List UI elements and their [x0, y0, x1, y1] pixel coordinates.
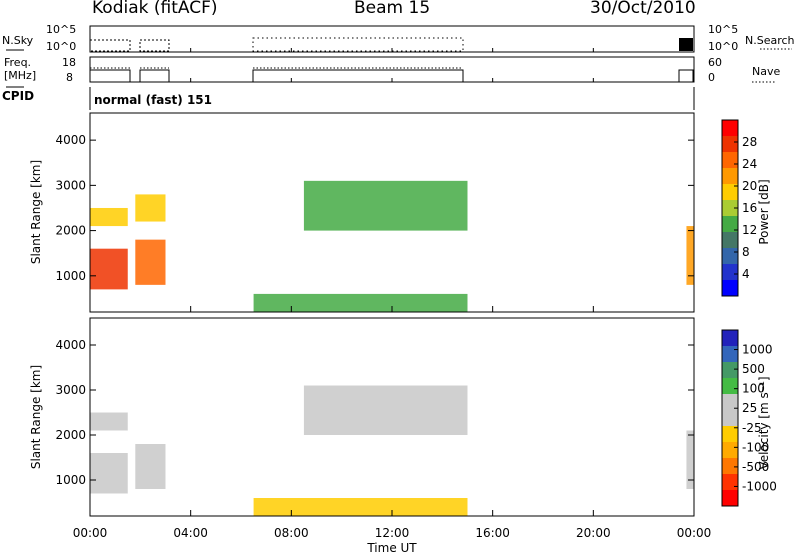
power-colorbar-swatch-10 — [722, 280, 738, 297]
velocity-colorbar-swatch-7 — [722, 442, 738, 459]
velocity-region-2 — [135, 444, 166, 489]
time-tick-label-1: 04:00 — [173, 526, 208, 540]
power-region-0 — [90, 248, 128, 290]
nsky-data — [89, 37, 693, 52]
power-colorbar-swatch-3 — [722, 168, 738, 185]
velocity-region-1 — [90, 412, 128, 431]
power-colorbar-swatch-8 — [722, 248, 738, 265]
velocity-colorbar-swatch-4 — [722, 394, 738, 411]
power-region-4 — [253, 293, 468, 312]
velocity-ylabel: Slant Range [km] — [29, 365, 43, 469]
velocity-colorbar-label-2: 100 — [742, 382, 765, 396]
nsky-tick-top: 10^5 — [46, 23, 76, 36]
velocity-ytick-label-2: 3000 — [55, 383, 86, 397]
power-ytick-label-3: 4000 — [55, 133, 86, 147]
nsearch-tick-top: 10^5 — [708, 23, 738, 36]
time-axis: 00:00 04:00 08:00 12:00 16:00 20:00 00:00 — [73, 48, 712, 540]
velocity-ytick-label-0: 1000 — [55, 473, 86, 487]
time-tick-label-3: 12:00 — [375, 526, 410, 540]
velocity-region-0 — [90, 453, 128, 494]
power-colorbar-swatch-5 — [722, 200, 738, 217]
velocity-colorbar-frame — [721, 329, 739, 507]
velocity-colorbar-label-0: 1000 — [742, 343, 773, 357]
velocity-region-3 — [253, 498, 468, 516]
power-colorbar-swatch-4 — [722, 184, 738, 201]
velocity-colorbar-label-5: -100 — [742, 440, 769, 454]
velocity-colorbar-label-1: 500 — [742, 362, 765, 376]
velocity-colorbar-swatch-1 — [722, 346, 738, 363]
velocity-colorbar-label: Velocity [m s⁻¹] — [757, 376, 771, 469]
nsky-tick-bottom: 10^0 — [46, 40, 76, 53]
velocity-colorbar-swatch-0 — [722, 330, 738, 347]
power-colorbar-label-4: 12 — [742, 223, 757, 237]
station-title: Kodiak (fitACF) — [92, 0, 218, 18]
nsky-panel: N.Sky 10^5 10^0 10^5 10^0 N.Search — [2, 23, 795, 53]
time-tick-label-2: 08:00 — [274, 526, 309, 540]
time-tick-label-6: 00:00 — [677, 526, 712, 540]
velocity-colorbar-label-4: -25 — [742, 421, 762, 435]
power-region-1 — [90, 207, 128, 227]
power-colorbar-swatch-0 — [722, 120, 738, 137]
time-tick-label-5: 20:00 — [576, 526, 611, 540]
date-title: 30/Oct/2010 — [590, 0, 696, 18]
freq-label: Freq. — [4, 56, 31, 69]
nsearch-label: N.Search — [745, 34, 795, 47]
freq-tick-bottom: 8 — [66, 71, 73, 84]
time-tick-label-4: 16:00 — [475, 526, 510, 540]
power-ytick-label-2: 3000 — [55, 178, 86, 192]
velocity-colorbar-label-3: 25 — [742, 401, 757, 415]
power-colorbar-swatch-1 — [722, 136, 738, 153]
velocity-colorbar-label-6: -500 — [742, 460, 769, 474]
cpid-text: normal (fast) 151 — [94, 93, 212, 107]
velocity-colorbar-swatch-10 — [722, 490, 738, 507]
power-panel: 1000 2000 3000 4000 Slant Range [km] — [29, 112, 695, 313]
freq-data — [89, 67, 694, 82]
power-colorbar-label-3: 16 — [742, 201, 757, 215]
power-ytick-label-1: 2000 — [55, 224, 86, 238]
velocity-region-5 — [686, 430, 694, 489]
velocity-colorbar-swatch-9 — [722, 474, 738, 491]
velocity-ytick-label-1: 2000 — [55, 428, 86, 442]
power-region-3 — [135, 194, 166, 222]
power-ytick-label-0: 1000 — [55, 269, 86, 283]
cpid-label: CPID — [2, 89, 34, 103]
power-colorbar-swatch-7 — [722, 232, 738, 249]
velocity-region-4 — [303, 385, 468, 435]
power-colorbar-swatch-9 — [722, 264, 738, 281]
freq-panel: Freq. [MHz] 18 8 60 0 Nave — [4, 56, 780, 84]
nsearch-tick-bottom: 10^0 — [708, 40, 738, 53]
velocity-colorbar-label-7: -1000 — [742, 479, 777, 493]
velocity-colorbar-swatch-2 — [722, 362, 738, 379]
power-colorbar-label-2: 20 — [742, 179, 757, 193]
power-colorbar-swatch-2 — [722, 152, 738, 169]
power-colorbar-label-0: 28 — [742, 135, 757, 149]
power-colorbar-label: Power [dB] — [757, 179, 771, 244]
velocity-colorbar: 1000 500 100 25 -25 -100 -500 -1000 — [721, 329, 777, 507]
power-colorbar: 28 24 20 16 12 8 4 — [721, 119, 757, 297]
beam-title: Beam 15 — [354, 0, 431, 18]
power-colorbar-label-6: 4 — [742, 267, 750, 281]
freq-unit: [MHz] — [4, 69, 36, 82]
power-region-6 — [686, 226, 694, 285]
nave-label: Nave — [752, 65, 780, 78]
power-colorbar-swatch-6 — [722, 216, 738, 233]
power-ylabel: Slant Range [km] — [29, 160, 43, 264]
velocity-ytick-label-3: 4000 — [55, 338, 86, 352]
power-region-2 — [135, 239, 166, 285]
freq-tick-top: 18 — [62, 56, 76, 69]
nave-tick-top: 60 — [708, 56, 722, 69]
velocity-colorbar-swatch-5 — [722, 410, 738, 427]
time-tick-label-0: 00:00 — [73, 526, 108, 540]
time-axis-label: Time UT — [366, 541, 417, 554]
nsky-label: N.Sky — [2, 34, 34, 47]
power-colorbar-label-5: 8 — [742, 245, 750, 259]
nave-tick-bottom: 0 — [708, 71, 715, 84]
velocity-colorbar-swatch-6 — [722, 426, 738, 443]
power-region-5 — [303, 180, 468, 231]
velocity-panel: 1000 2000 3000 4000 Slant Range [km] — [29, 317, 695, 517]
power-colorbar-label-1: 24 — [742, 157, 757, 171]
velocity-colorbar-swatch-3 — [722, 378, 738, 395]
velocity-colorbar-swatch-8 — [722, 458, 738, 475]
